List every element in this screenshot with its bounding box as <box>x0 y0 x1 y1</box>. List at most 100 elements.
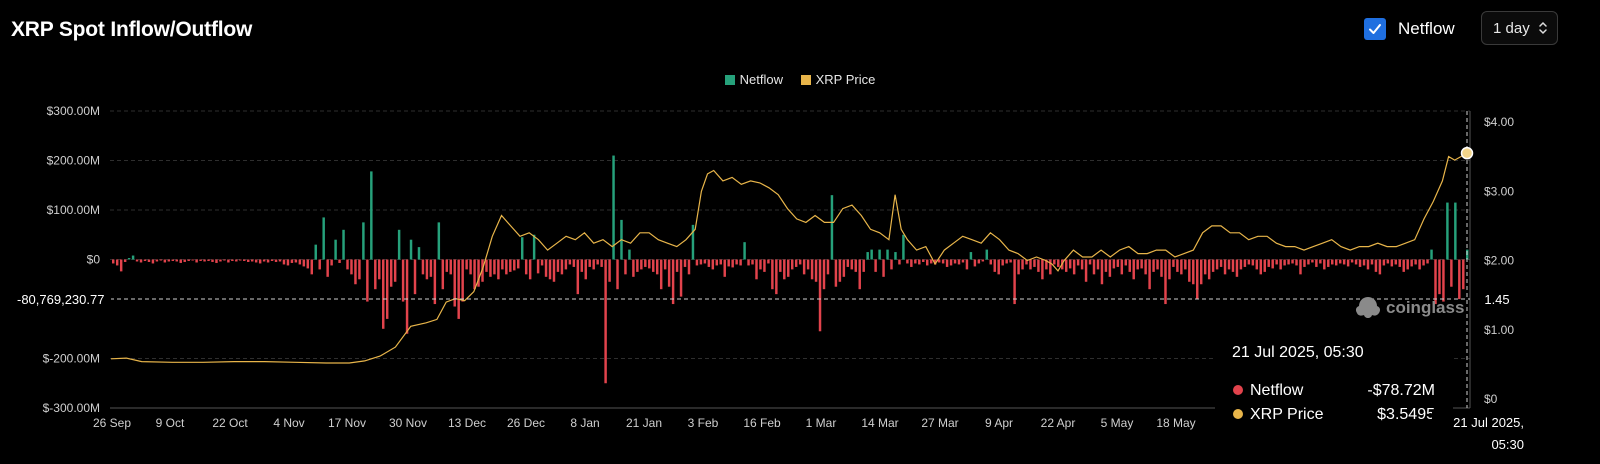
netflow-bar <box>1045 259 1048 270</box>
netflow-bar <box>552 259 556 282</box>
netflow-bar <box>600 259 603 267</box>
netflow-bar <box>818 259 822 332</box>
netflow-bar <box>254 259 258 263</box>
netflow-bar <box>699 259 703 265</box>
netflow-bar <box>497 259 500 280</box>
netflow-bar <box>1454 202 1457 260</box>
netflow-bar <box>1148 259 1151 290</box>
netflow-bar <box>1124 259 1128 266</box>
netflow-bar <box>830 195 834 260</box>
x-tick-label: 30 Nov <box>389 416 427 430</box>
netflow-bar <box>806 259 810 270</box>
netflow-bar <box>171 259 175 261</box>
netflow-bar <box>401 259 405 302</box>
netflow-bar <box>826 259 830 275</box>
netflow-bar <box>628 249 631 260</box>
netflow-bar <box>667 259 671 287</box>
netflow-bar <box>235 259 238 262</box>
netflow-bar <box>854 259 857 272</box>
tooltip-row-netflow: Netflow -$78.72M <box>1233 382 1435 400</box>
y-right-tick-label: $3.00 <box>1484 184 1514 198</box>
price-line <box>110 152 1468 364</box>
netflow-bar <box>322 217 325 260</box>
netflow-bar <box>310 259 313 275</box>
netflow-bar <box>838 259 842 282</box>
x-tick-label: 18 May <box>1156 416 1195 430</box>
netflow-bar <box>1017 259 1020 275</box>
right-axis-ticks: $4.00 $3.00 $2.00 $1.00 $0 <box>1484 115 1514 406</box>
crosshair-price-label: 1.45 <box>1478 289 1516 311</box>
netflow-bar <box>385 259 389 319</box>
netflow-bar <box>354 259 357 285</box>
netflow-bar <box>1211 259 1215 272</box>
netflow-bar <box>1271 259 1274 269</box>
netflow-bar <box>652 259 655 272</box>
netflow-bar <box>441 259 445 290</box>
netflow-bar <box>1215 259 1219 270</box>
range-select[interactable]: 1 day <box>1481 11 1558 45</box>
x-tick-label: 13 Dec <box>448 416 486 430</box>
netflow-bar <box>1192 259 1195 285</box>
netflow-toggle-label[interactable]: Netflow <box>1398 19 1455 38</box>
netflow-bar <box>814 259 818 282</box>
netflow-bar <box>342 229 345 260</box>
x-tick-label: 9 Oct <box>156 416 185 430</box>
netflow-bar <box>532 234 536 260</box>
netflow-bar <box>330 259 333 266</box>
x-tick-label: 4 Nov <box>273 416 304 430</box>
netflow-bar <box>1323 259 1326 270</box>
legend-item-price[interactable]: XRP Price <box>800 72 876 87</box>
netflow-bar <box>544 259 548 277</box>
netflow-bar <box>648 259 651 269</box>
netflow-bar <box>1291 259 1294 264</box>
netflow-bar <box>675 259 679 272</box>
netflow-bar <box>413 259 417 295</box>
netflow-bar <box>1184 259 1187 270</box>
netflow-checkbox[interactable] <box>1364 18 1386 40</box>
netflow-bar <box>588 259 591 267</box>
netflow-bar <box>739 259 742 266</box>
netflow-bar <box>437 222 441 260</box>
netflow-bar <box>179 259 182 263</box>
y-left-tick-label: $100.00M <box>47 203 100 217</box>
netflow-bar <box>187 259 190 261</box>
netflow-bar <box>183 259 186 262</box>
legend-label-price: XRP Price <box>815 72 876 87</box>
netflow-bar <box>969 252 973 260</box>
tooltip-dot-netflow <box>1233 384 1243 395</box>
netflow-bar <box>1049 259 1052 275</box>
netflow-bar <box>1334 259 1338 266</box>
netflow-bar <box>262 259 266 262</box>
netflow-bar <box>862 259 865 272</box>
netflow-bar <box>791 259 794 270</box>
netflow-bar <box>1255 259 1259 270</box>
netflow-bar <box>1247 259 1251 265</box>
legend-item-netflow[interactable]: Netflow <box>724 72 783 87</box>
netflow-bar <box>1092 259 1096 275</box>
range-select-value: 1 day <box>1493 19 1530 37</box>
netflow-bar <box>147 259 151 262</box>
netflow-bar <box>858 259 861 290</box>
netflow-bar <box>1426 259 1429 264</box>
netflow-bar <box>556 259 560 272</box>
netflow-bar <box>1239 259 1243 270</box>
netflow-bar <box>1088 259 1092 265</box>
netflow-bar <box>1005 259 1008 264</box>
netflow-bar <box>513 259 516 271</box>
netflow-bar <box>1422 259 1425 266</box>
netflow-bar <box>636 259 639 272</box>
netflow-bar <box>548 259 552 280</box>
netflow-bar <box>890 259 893 270</box>
netflow-bar <box>949 259 953 266</box>
netflow-bar <box>258 259 262 264</box>
netflow-bar <box>993 259 996 272</box>
netflow-bar <box>1311 259 1314 263</box>
y-left-tick-label: $0 <box>87 253 101 267</box>
netflow-bar <box>1307 259 1310 265</box>
netflow-bar <box>290 259 294 263</box>
netflow-bar <box>945 259 949 267</box>
netflow-bar <box>961 259 965 263</box>
netflow-bar <box>1378 259 1382 275</box>
netflow-bar <box>1299 259 1302 275</box>
check-icon <box>1369 24 1381 34</box>
